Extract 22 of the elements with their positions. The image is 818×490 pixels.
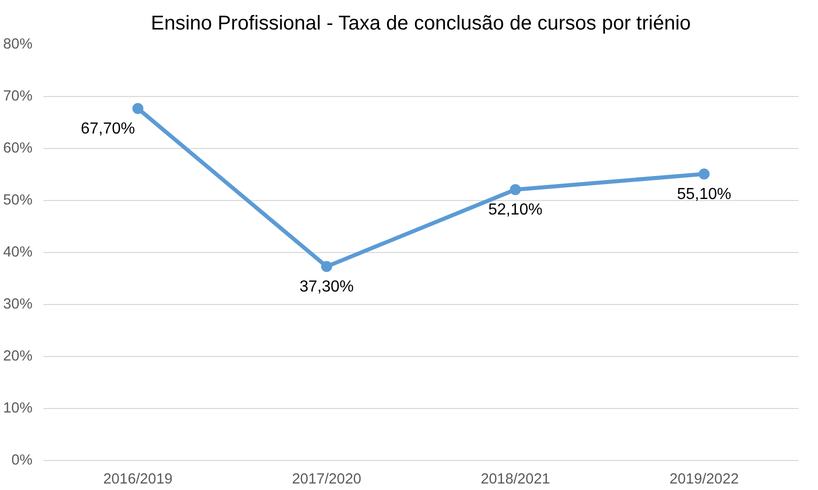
- data-label: 67,70%: [80, 120, 136, 138]
- y-tick-label: 60%: [3, 140, 33, 156]
- x-tick-label: 2019/2022: [669, 472, 739, 488]
- chart-title: Ensino Profissional - Taxa de conclusão de cursos por triénio: [150, 12, 691, 34]
- x-tick-label: 2017/2020: [292, 472, 362, 488]
- y-tick-label: 0%: [11, 452, 33, 468]
- y-tick-label: 70%: [3, 88, 33, 104]
- x-tick-label: 2018/2021: [480, 472, 550, 488]
- point: [510, 184, 521, 196]
- y-tick-label: 50%: [3, 192, 33, 208]
- data-label: 55,10%: [676, 186, 732, 203]
- point: [132, 102, 144, 114]
- y-tick-label: 80%: [3, 36, 33, 52]
- data-label: 37,30%: [299, 278, 354, 296]
- data-label: 52,10%: [488, 202, 543, 219]
- y-tick-label: 30%: [3, 296, 33, 312]
- y-tick-label: 10%: [3, 400, 33, 416]
- point: [321, 261, 332, 272]
- point: [698, 168, 710, 180]
- y-tick-label: 40%: [3, 244, 33, 260]
- y-tick-label: 20%: [3, 348, 33, 364]
- x-tick-label: 2016/2019: [103, 472, 173, 488]
